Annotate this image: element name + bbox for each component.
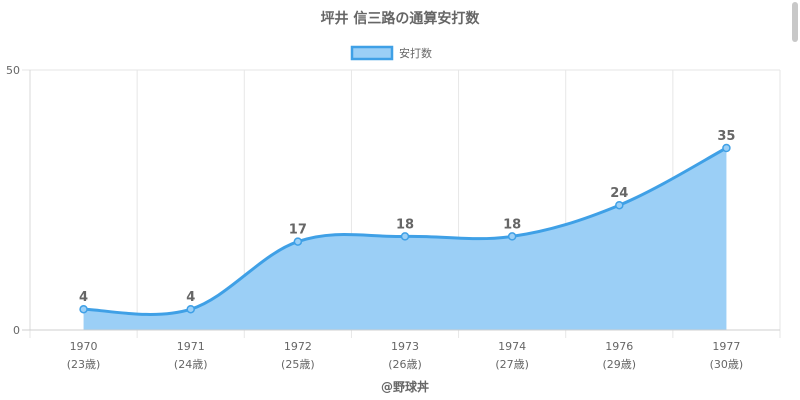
chart-title: 坪井 信三路の通算安打数 — [321, 10, 481, 27]
legend-swatch — [350, 45, 394, 61]
data-point — [400, 232, 410, 241]
data-label: 35 — [717, 129, 735, 144]
data-label: 18 — [396, 217, 414, 232]
legend[interactable]: 安打数 — [350, 45, 432, 61]
data-points — [79, 143, 731, 314]
x-tick-sublabel: (26歳) — [388, 358, 422, 371]
y-tick-label: 50 — [6, 64, 20, 77]
legend-label: 安打数 — [399, 46, 432, 60]
data-point — [615, 200, 624, 210]
x-tick-label: 1976 — [605, 340, 633, 353]
data-point — [79, 304, 88, 314]
x-tick-label: 1971 — [177, 340, 205, 353]
data-label: 24 — [610, 186, 628, 201]
x-tick-sublabel: (25歳) — [281, 358, 315, 371]
data-point — [186, 304, 195, 314]
x-tick-label: 1970 — [70, 340, 98, 353]
y-axis: 0 50 — [6, 64, 31, 337]
data-point — [507, 232, 517, 241]
x-tick-label: 1973 — [391, 340, 419, 353]
x-tick-sublabel: (30歳) — [710, 358, 744, 371]
x-tick-label: 1977 — [712, 340, 740, 353]
data-label: 18 — [503, 217, 521, 232]
scrollbar[interactable] — [792, 2, 798, 42]
y-tick-label: 0 — [13, 324, 20, 337]
x-axis: 1970 (23歳) 1971 (24歳) 1972 (25歳) 1973 (26歳) 1974… — [22, 329, 780, 371]
data-label: 4 — [186, 290, 195, 305]
grid — [22, 69, 781, 338]
data-point — [722, 143, 731, 153]
x-tick-sublabel: (24歳) — [174, 358, 208, 371]
data-label: 17 — [289, 223, 307, 238]
credit: @野球丼 — [381, 379, 429, 394]
data-labels: 4 4 17 18 18 24 35 — [79, 129, 735, 305]
data-label: 4 — [79, 290, 88, 305]
data-point — [293, 237, 303, 246]
x-tick-sublabel: (27歳) — [495, 358, 529, 371]
x-tick-sublabel: (23歳) — [67, 358, 101, 371]
x-tick-label: 1972 — [284, 340, 312, 353]
x-tick-label: 1974 — [498, 340, 526, 353]
x-tick-sublabel: (29歳) — [602, 358, 636, 371]
